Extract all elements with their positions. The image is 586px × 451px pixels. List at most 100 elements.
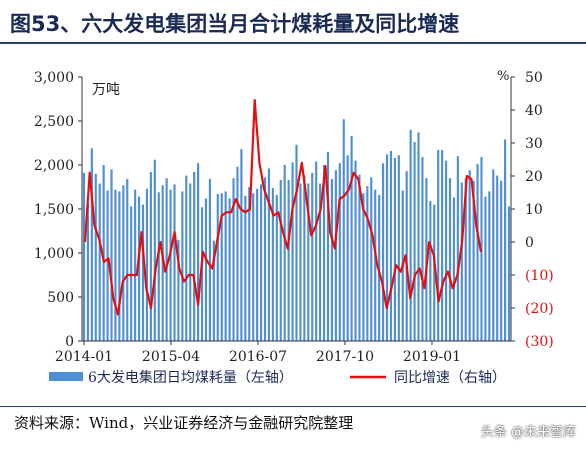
bar bbox=[492, 169, 495, 341]
bar bbox=[200, 207, 204, 341]
bar bbox=[295, 144, 298, 341]
bar bbox=[240, 149, 243, 341]
bar bbox=[417, 132, 420, 341]
bar bbox=[122, 185, 125, 341]
bar bbox=[153, 159, 156, 341]
bar bbox=[98, 183, 101, 341]
bar bbox=[193, 172, 196, 341]
right-tick-label: 50 bbox=[525, 70, 543, 86]
bar bbox=[334, 170, 337, 341]
x-tick-label: 2017-10 bbox=[316, 349, 374, 365]
bar bbox=[374, 189, 377, 341]
title-bar: 图53、六大发电集团当月合计煤耗量及同比增速 bbox=[0, 0, 586, 44]
left-tick-label: 3,000 bbox=[34, 70, 74, 86]
bar bbox=[322, 165, 326, 341]
bar bbox=[358, 174, 361, 341]
bar bbox=[389, 150, 393, 341]
chart-title: 图53、六大发电集团当月合计煤耗量及同比增速 bbox=[10, 12, 460, 36]
bar bbox=[496, 175, 499, 341]
bar bbox=[382, 163, 385, 341]
bar bbox=[145, 188, 149, 341]
bar bbox=[86, 203, 89, 341]
bar bbox=[114, 189, 117, 341]
bar bbox=[204, 198, 208, 341]
bar bbox=[252, 193, 255, 341]
bar bbox=[173, 184, 176, 341]
bar bbox=[326, 151, 330, 341]
left-tick-label: 2,000 bbox=[34, 158, 74, 174]
bar bbox=[319, 183, 322, 341]
bar bbox=[185, 175, 188, 341]
bar bbox=[472, 180, 475, 341]
bar bbox=[177, 239, 180, 341]
bar bbox=[94, 173, 97, 341]
right-tick-label: 10 bbox=[525, 202, 543, 218]
left-tick-label: 2,500 bbox=[34, 114, 74, 130]
bar bbox=[346, 155, 349, 341]
bar bbox=[169, 189, 172, 341]
bar bbox=[157, 192, 160, 341]
bar bbox=[279, 179, 282, 341]
legend-bar-label: 6大发电集团日均煤耗量（左轴） bbox=[88, 369, 293, 386]
bar bbox=[362, 193, 365, 341]
bar bbox=[370, 177, 373, 341]
bar bbox=[507, 206, 511, 341]
bar bbox=[330, 179, 333, 341]
bar bbox=[500, 180, 503, 341]
bar bbox=[409, 129, 412, 341]
right-tick-label: 20 bbox=[525, 169, 543, 185]
bar bbox=[456, 156, 459, 341]
bar bbox=[429, 201, 432, 341]
bar bbox=[338, 163, 341, 341]
bar bbox=[189, 183, 192, 341]
bar bbox=[413, 142, 416, 341]
bar bbox=[444, 160, 448, 341]
chart-area: 05001,0001,5002,0002,5003,000(30)(20)(10… bbox=[34, 69, 554, 386]
bar bbox=[315, 161, 318, 341]
bar bbox=[354, 160, 357, 341]
bar bbox=[82, 172, 86, 341]
bar bbox=[385, 154, 389, 341]
bar bbox=[134, 189, 137, 341]
right-tick-label: 40 bbox=[525, 103, 543, 119]
bar bbox=[197, 163, 200, 341]
line-series bbox=[83, 98, 483, 316]
bar bbox=[488, 191, 491, 341]
bar bbox=[342, 119, 345, 342]
bar bbox=[118, 191, 121, 341]
bar bbox=[220, 193, 223, 341]
bar bbox=[504, 139, 507, 341]
bar bbox=[248, 187, 251, 341]
bar bbox=[287, 179, 290, 341]
x-tick-label: 2019-01 bbox=[403, 349, 461, 365]
bar bbox=[267, 168, 271, 341]
left-tick-label: 500 bbox=[47, 290, 74, 306]
left-tick-label: 1,000 bbox=[34, 246, 74, 262]
bar bbox=[263, 177, 267, 341]
bar bbox=[397, 155, 400, 341]
axes: 05001,0001,5002,0002,5003,000(30)(20)(10… bbox=[34, 69, 554, 365]
bar bbox=[468, 170, 471, 341]
bar-series bbox=[82, 119, 511, 342]
bar bbox=[299, 183, 302, 341]
x-tick-label: 2015-04 bbox=[142, 349, 200, 365]
bar bbox=[141, 204, 145, 341]
bar bbox=[90, 148, 93, 341]
bar bbox=[393, 157, 396, 341]
bar bbox=[212, 240, 215, 341]
bar bbox=[311, 172, 314, 341]
bar bbox=[437, 150, 440, 341]
bar bbox=[476, 164, 479, 341]
right-unit-label: % bbox=[497, 69, 509, 84]
legend: 6大发电集团日均煤耗量（左轴） 同比增速（右轴） bbox=[49, 369, 506, 386]
bar bbox=[260, 184, 263, 341]
x-tick-label: 2014-01 bbox=[55, 349, 113, 365]
bar bbox=[460, 182, 463, 341]
bar bbox=[165, 178, 168, 341]
bar bbox=[106, 190, 109, 341]
bar bbox=[291, 162, 294, 341]
right-tick-label: (20) bbox=[525, 301, 554, 317]
bar bbox=[283, 165, 286, 341]
right-tick-label: 0 bbox=[525, 235, 534, 251]
bar bbox=[224, 191, 227, 341]
